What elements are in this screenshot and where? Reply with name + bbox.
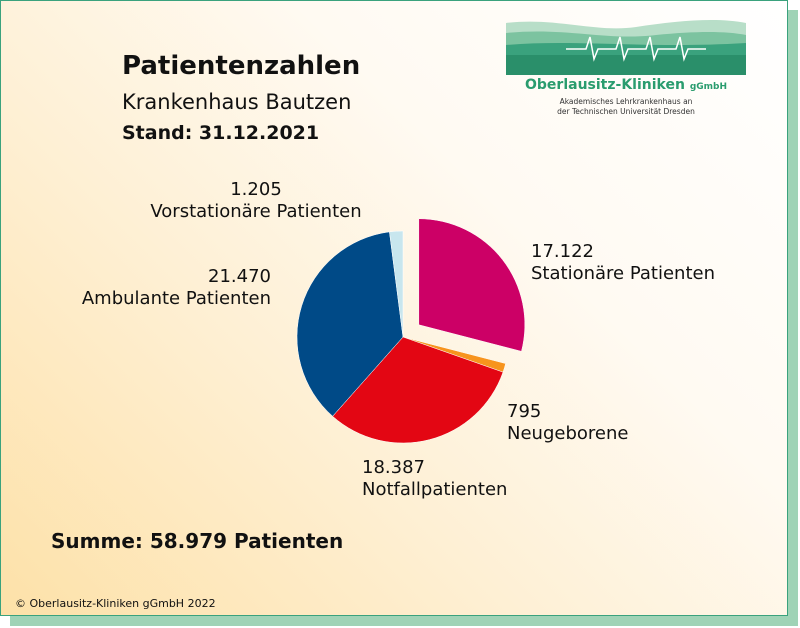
chart-subtitle: Krankenhaus Bautzen: [122, 90, 352, 114]
summary-total: Summe: 58.979 Patienten: [51, 529, 344, 553]
slice-ambulant: [296, 231, 404, 417]
chart-title: Patientenzahlen: [122, 51, 361, 81]
slide-card: { "logo": { "name": "Oberlausitz-Klinike…: [0, 0, 788, 616]
label-ambulant-value: 21.470: [208, 266, 271, 287]
label-vorstationaer: 1.205 Vorstationäre Patienten: [111, 179, 401, 223]
slice-vorstationaer: [389, 230, 404, 338]
copyright: © Oberlausitz-Kliniken gGmbH 2022: [15, 597, 216, 610]
label-stationaere-name: Stationäre Patienten: [531, 263, 715, 284]
logo-tagline: Akademisches Lehrkrankenhaus an der Tech…: [557, 97, 695, 116]
pie-chart: [296, 218, 526, 444]
label-notfall-name: Notfallpatienten: [362, 479, 508, 500]
logo-name: Oberlausitz-Kliniken gGmbH: [525, 77, 727, 93]
slice-stationaere: [418, 218, 526, 352]
label-ambulant: 21.470 Ambulante Patienten: [41, 266, 271, 310]
label-vorstationaer-value: 1.205: [230, 179, 282, 200]
label-ambulant-name: Ambulante Patienten: [81, 288, 271, 309]
label-notfall: 18.387 Notfallpatienten: [362, 457, 507, 501]
label-stationaere-value: 17.122: [531, 241, 594, 262]
clinic-logo: Oberlausitz-Kliniken gGmbH Akademisches …: [506, 19, 746, 119]
heartbeat-icon: [566, 36, 706, 62]
logo-graphic: [506, 20, 746, 75]
chart-date: Stand: 31.12.2021: [122, 122, 320, 144]
slice-notfall: [332, 336, 504, 444]
label-stationaere: 17.122 Stationäre Patienten: [531, 241, 715, 285]
label-vorstationaer-name: Vorstationäre Patienten: [150, 201, 362, 222]
label-neugeborene: 795 Neugeborene: [507, 401, 628, 445]
label-neugeborene-name: Neugeborene: [507, 423, 629, 444]
label-notfall-value: 18.387: [362, 457, 425, 478]
label-neugeborene-value: 795: [507, 401, 542, 422]
